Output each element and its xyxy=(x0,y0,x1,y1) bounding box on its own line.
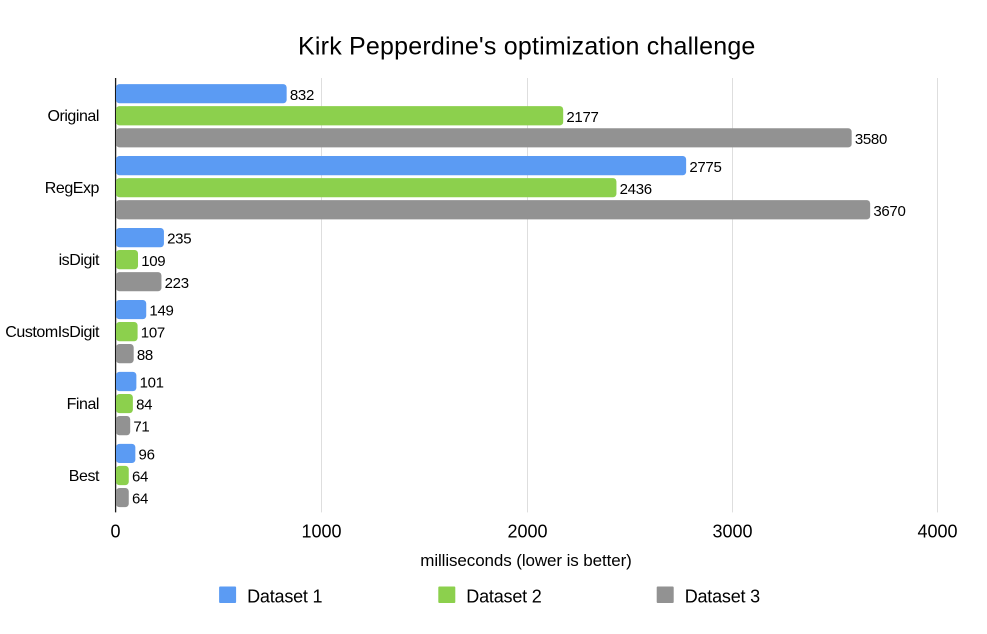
svg-text:1000: 1000 xyxy=(301,521,341,541)
svg-text:isDigit: isDigit xyxy=(59,252,100,269)
svg-text:88: 88 xyxy=(137,347,153,364)
svg-text:3670: 3670 xyxy=(873,203,905,220)
svg-text:CustomIsDigit: CustomIsDigit xyxy=(5,324,100,341)
svg-text:3000: 3000 xyxy=(712,521,752,541)
svg-text:Original: Original xyxy=(47,108,99,125)
svg-text:64: 64 xyxy=(132,491,148,508)
svg-text:832: 832 xyxy=(290,87,314,104)
svg-text:Best: Best xyxy=(69,468,100,485)
svg-text:Dataset 3: Dataset 3 xyxy=(685,586,760,606)
svg-text:2177: 2177 xyxy=(566,109,598,126)
svg-text:149: 149 xyxy=(149,303,173,320)
svg-text:223: 223 xyxy=(165,275,189,292)
svg-text:2436: 2436 xyxy=(620,181,652,198)
svg-text:109: 109 xyxy=(141,253,165,270)
svg-text:Kirk Pepperdine's optimization: Kirk Pepperdine's optimization challenge xyxy=(298,32,755,60)
svg-text:Final: Final xyxy=(67,396,99,413)
svg-text:Dataset 2: Dataset 2 xyxy=(466,586,541,606)
svg-text:2775: 2775 xyxy=(689,159,721,176)
svg-text:0: 0 xyxy=(110,521,120,541)
svg-text:RegExp: RegExp xyxy=(45,180,100,197)
svg-text:96: 96 xyxy=(139,447,155,464)
svg-text:2000: 2000 xyxy=(507,521,547,541)
svg-text:101: 101 xyxy=(140,375,164,392)
svg-text:milliseconds (lower is better): milliseconds (lower is better) xyxy=(420,551,631,570)
svg-text:64: 64 xyxy=(132,469,148,486)
svg-text:Dataset 1: Dataset 1 xyxy=(247,586,322,606)
svg-text:84: 84 xyxy=(136,397,152,414)
svg-text:3580: 3580 xyxy=(855,131,887,148)
svg-text:71: 71 xyxy=(133,419,149,436)
svg-text:4000: 4000 xyxy=(917,521,957,541)
svg-text:235: 235 xyxy=(167,231,191,248)
svg-text:107: 107 xyxy=(141,325,165,342)
